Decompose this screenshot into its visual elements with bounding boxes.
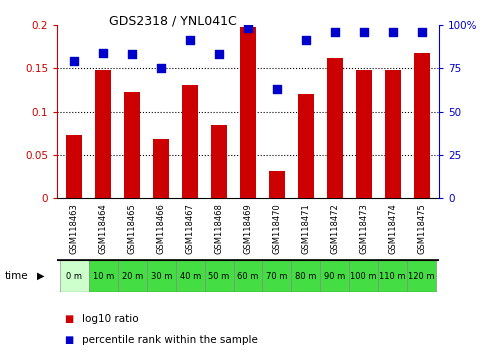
Bar (176, 260, 204, 292)
Text: 10 m: 10 m (93, 272, 114, 281)
Text: GSM118470: GSM118470 (272, 203, 281, 254)
Text: 90 m: 90 m (324, 272, 345, 281)
Bar (211, 125, 227, 198)
Point (331, 29, 339, 35)
Text: GSM118464: GSM118464 (99, 203, 108, 254)
Point (389, 29, 397, 35)
Text: 20 m: 20 m (122, 272, 143, 281)
Text: 100 m: 100 m (351, 272, 377, 281)
Bar (124, 92, 140, 198)
Bar (291, 260, 320, 292)
Text: GDS2318 / YNL041C: GDS2318 / YNL041C (109, 14, 237, 27)
Text: 60 m: 60 m (237, 272, 259, 281)
Text: ▶: ▶ (37, 271, 45, 281)
Point (70, 58, 78, 64)
Text: ■: ■ (64, 335, 74, 345)
Point (273, 86, 281, 92)
Point (99, 50, 107, 55)
Bar (349, 260, 378, 292)
Bar (378, 260, 407, 292)
Text: time: time (5, 271, 29, 281)
Point (128, 51, 136, 57)
Text: 50 m: 50 m (208, 272, 230, 281)
Text: GSM118467: GSM118467 (186, 203, 194, 254)
Bar (407, 260, 436, 292)
Text: 120 m: 120 m (408, 272, 435, 281)
Bar (262, 260, 291, 292)
Bar (153, 139, 169, 198)
Text: percentile rank within the sample: percentile rank within the sample (82, 335, 258, 345)
Bar (320, 260, 349, 292)
Bar (95, 70, 111, 198)
Text: ■: ■ (64, 314, 74, 324)
Point (302, 38, 310, 43)
Bar (356, 70, 372, 198)
Bar (269, 171, 285, 198)
Text: GSM118474: GSM118474 (388, 203, 397, 254)
Text: GSM118473: GSM118473 (359, 203, 368, 254)
Point (360, 29, 368, 35)
Text: GSM118469: GSM118469 (244, 203, 252, 254)
Bar (414, 52, 430, 198)
Text: 40 m: 40 m (180, 272, 201, 281)
Text: GSM118468: GSM118468 (215, 203, 224, 254)
Text: GSM118465: GSM118465 (128, 203, 137, 254)
Text: 70 m: 70 m (266, 272, 288, 281)
Text: 30 m: 30 m (150, 272, 172, 281)
Bar (298, 94, 314, 198)
Bar (240, 27, 256, 198)
Bar (118, 260, 147, 292)
Bar (204, 260, 234, 292)
Point (244, 25, 252, 31)
Text: GSM118463: GSM118463 (70, 203, 79, 254)
Text: GSM118475: GSM118475 (417, 203, 426, 254)
Point (215, 51, 223, 57)
Bar (327, 58, 343, 198)
Text: 0 m: 0 m (66, 272, 82, 281)
Bar (89, 260, 118, 292)
Bar (385, 70, 401, 198)
Text: GSM118471: GSM118471 (302, 203, 310, 254)
Text: log10 ratio: log10 ratio (82, 314, 138, 324)
Text: 110 m: 110 m (379, 272, 406, 281)
Point (186, 38, 194, 43)
Point (157, 65, 165, 71)
Text: 80 m: 80 m (295, 272, 316, 281)
Text: GSM118466: GSM118466 (157, 203, 166, 254)
Point (418, 29, 426, 35)
Text: GSM118472: GSM118472 (330, 203, 339, 254)
Bar (182, 85, 198, 198)
Bar (60, 260, 89, 292)
Bar (234, 260, 262, 292)
Bar (66, 135, 82, 198)
Bar (147, 260, 176, 292)
